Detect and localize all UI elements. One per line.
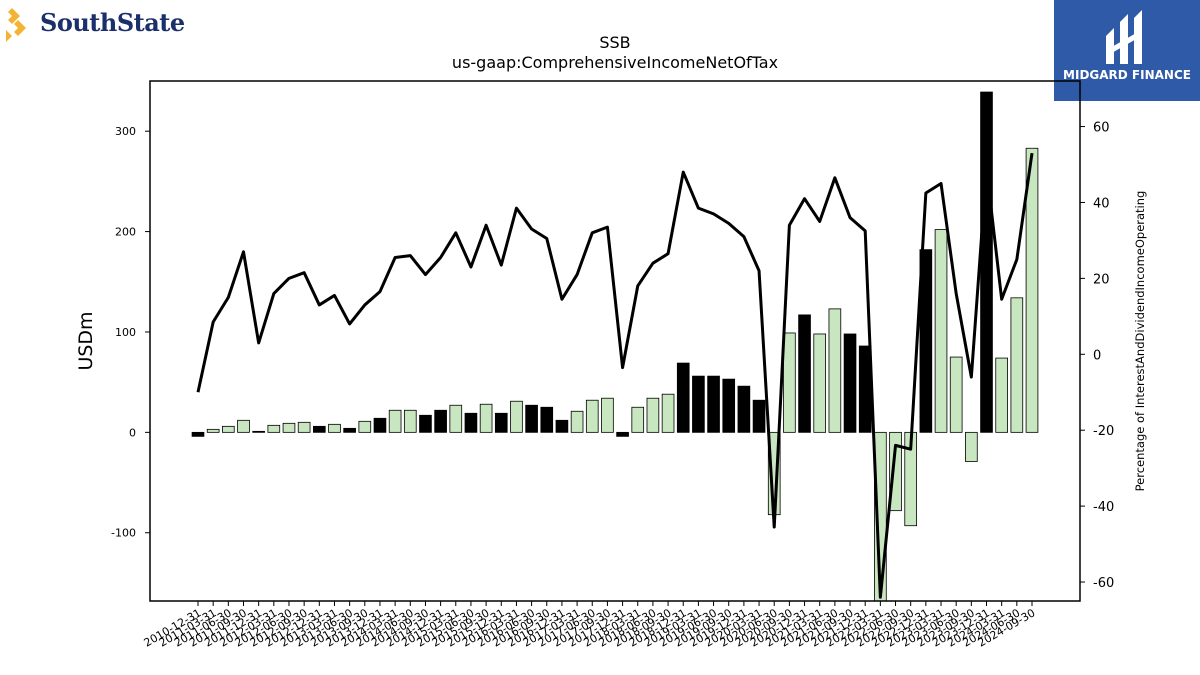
- bar: [434, 409, 447, 433]
- bar: [1025, 147, 1039, 433]
- bar: [601, 397, 614, 433]
- bar: [995, 357, 1008, 433]
- bar: [373, 417, 387, 433]
- bar: [252, 430, 265, 433]
- bar: [676, 362, 690, 433]
- bar: [1010, 297, 1024, 433]
- bar: [419, 414, 432, 433]
- bar: [965, 431, 978, 462]
- bar: [798, 314, 811, 433]
- bar: [980, 91, 993, 433]
- midgard-finance-logo: MIDGARD FINANCE: [1054, 0, 1200, 101]
- bar: [919, 249, 933, 433]
- bar: [661, 393, 675, 433]
- bar: [494, 412, 508, 433]
- bar: [752, 399, 766, 433]
- bar: [692, 375, 705, 433]
- bar: [222, 425, 235, 433]
- bar: [282, 422, 296, 433]
- bar: [525, 404, 538, 433]
- bar: [449, 404, 463, 433]
- southstate-wordmark: SouthState: [40, 8, 185, 37]
- series-line: [196, 152, 1034, 599]
- y-tick-label: 300: [115, 125, 136, 138]
- y-tick-label: 0: [129, 426, 136, 439]
- bar: [267, 424, 281, 433]
- y2-axis-label: Percentage of InterestAndDividendIncomeO…: [1133, 191, 1147, 492]
- plot-frame: [149, 80, 1081, 602]
- bar: [585, 399, 599, 433]
- southstate-mark-icon: [6, 8, 26, 42]
- y2-tick-label: -40: [1093, 500, 1114, 515]
- bar: [631, 406, 645, 433]
- bar: [828, 308, 842, 433]
- y2-tick-label: 40: [1093, 196, 1110, 211]
- bar: [297, 421, 311, 433]
- plot-area: -1000100200300-60-40-2002040602010-12-31…: [111, 91, 1114, 650]
- bar: [737, 385, 751, 433]
- bar: [343, 427, 356, 433]
- chart-title: SSB: [599, 33, 630, 52]
- bar: [237, 419, 250, 433]
- midgard-wordmark: MIDGARD FINANCE: [1063, 68, 1191, 82]
- bar: [206, 428, 220, 433]
- bar: [934, 229, 948, 433]
- y2-tick-label: -60: [1093, 576, 1114, 591]
- y2-tick-label: 20: [1093, 272, 1110, 287]
- chart-subtitle: us-gaap:ComprehensiveIncomeNetOfTax: [452, 53, 778, 72]
- bar: [555, 419, 569, 433]
- bar: [479, 403, 493, 433]
- bar: [889, 431, 902, 512]
- bar: [813, 333, 827, 433]
- bar: [843, 333, 857, 433]
- bar: [949, 356, 963, 433]
- y2-tick-label: 0: [1093, 348, 1101, 363]
- bar: [707, 375, 720, 433]
- y-tick-label: 200: [115, 226, 136, 239]
- bar: [464, 412, 478, 433]
- bar: [312, 425, 326, 433]
- bar: [540, 406, 554, 433]
- bar: [570, 410, 584, 433]
- southstate-logo: SouthState: [4, 4, 194, 44]
- y2-tick-label: 60: [1093, 121, 1110, 136]
- bar: [646, 397, 660, 433]
- bar: [510, 400, 523, 433]
- bar: [388, 409, 402, 433]
- bar: [722, 378, 736, 433]
- y-tick-label: -100: [111, 527, 136, 540]
- bar: [616, 431, 629, 437]
- bar: [358, 420, 372, 433]
- y-tick-label: 100: [115, 326, 136, 339]
- y2-tick-label: -20: [1093, 424, 1114, 439]
- bar: [328, 423, 341, 433]
- bar: [191, 431, 205, 437]
- midgard-mark-icon: [1106, 10, 1142, 64]
- bar: [783, 332, 796, 433]
- bar: [403, 409, 417, 433]
- y-axis-label: USDm: [75, 311, 97, 370]
